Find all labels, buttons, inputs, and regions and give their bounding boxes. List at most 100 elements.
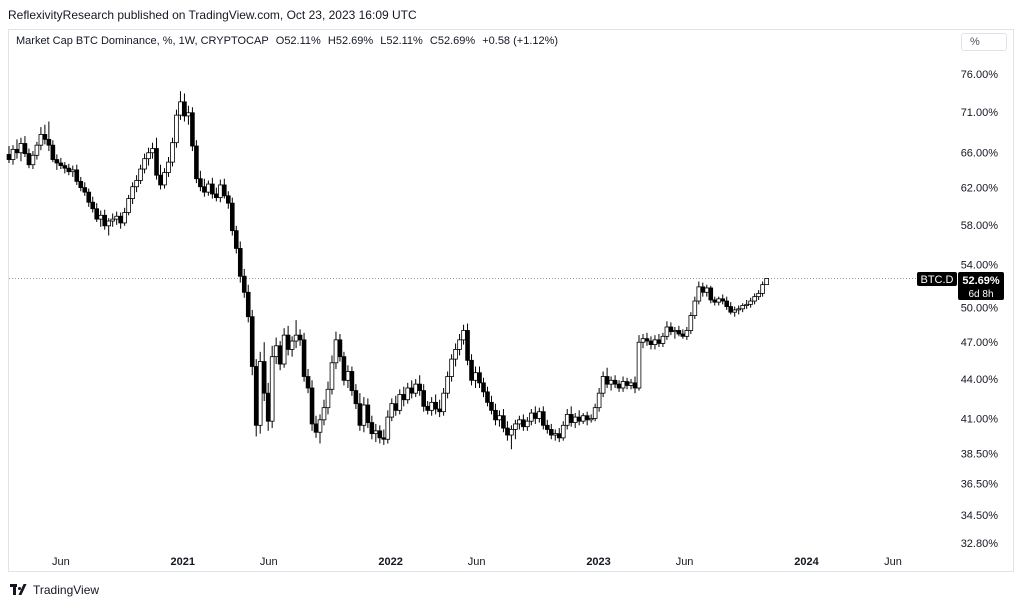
candle-body (94, 208, 100, 220)
candle-body (672, 330, 678, 333)
candle-body (517, 419, 522, 425)
candle-body (222, 184, 227, 197)
candle-body (373, 430, 379, 435)
candle (449, 354, 454, 382)
candle-body (485, 391, 490, 403)
candle (608, 376, 614, 391)
candle-body (42, 134, 48, 140)
candle (289, 336, 295, 357)
candle (190, 107, 195, 152)
candle-body (584, 415, 590, 421)
x-axis[interactable]: Jun 2021 Jun 2022 Jun 2023 Jun 2024 Jun (52, 556, 902, 568)
candle-body (90, 201, 96, 210)
tradingview-mark-icon (10, 584, 28, 596)
candle-body (632, 382, 638, 389)
candle-body (477, 372, 482, 384)
candle (54, 154, 60, 170)
candle-body (684, 330, 690, 337)
candle-body (692, 300, 698, 316)
candle-body (505, 427, 510, 436)
candle (481, 377, 486, 398)
legend-close-value: 52.69% (437, 35, 476, 47)
candle-body (580, 415, 586, 422)
candle-body (289, 340, 295, 350)
candle-body (341, 356, 347, 381)
candle (110, 213, 115, 227)
candle-body (114, 215, 119, 220)
candle-body (293, 334, 299, 342)
x-tick-label: Jun (468, 556, 486, 568)
candle (218, 179, 223, 203)
candle (329, 355, 335, 395)
candle (453, 343, 458, 367)
candle (229, 197, 235, 236)
candle-body (497, 415, 502, 421)
candle-body (18, 143, 24, 154)
candle-body (445, 376, 450, 394)
candle (620, 376, 626, 392)
candle (533, 406, 538, 424)
candle (281, 328, 287, 368)
candle (604, 367, 610, 388)
candle (214, 187, 219, 202)
x-tick-label: Jun (52, 556, 70, 568)
candle (477, 366, 482, 388)
x-tick-label: 2022 (378, 556, 402, 568)
candle-body (122, 212, 127, 224)
candle (237, 241, 243, 283)
candle-body (596, 392, 602, 409)
candle (361, 397, 367, 433)
candle-body (724, 300, 730, 307)
candle (62, 162, 68, 174)
candle-body (313, 423, 319, 433)
candle-body (612, 379, 618, 385)
candle-body (182, 101, 187, 117)
y-axis[interactable]: 76.00% 71.00% 66.00% 62.00% 58.00% 54.00% 50.0… (961, 69, 999, 550)
tradingview-logo[interactable]: TradingView (10, 583, 99, 597)
candle-body (78, 180, 84, 189)
candle (34, 141, 40, 160)
legend-open-value: 52.11% (284, 35, 321, 47)
candle (74, 164, 80, 185)
candle (644, 332, 650, 346)
candle-body (648, 340, 654, 346)
candle-body (465, 330, 470, 361)
candle (357, 393, 363, 431)
x-tick-label: Jun (676, 556, 694, 568)
candle (293, 320, 299, 349)
candle (521, 414, 526, 431)
candle-body (541, 411, 546, 426)
candle-body (210, 183, 215, 195)
candle (78, 176, 84, 192)
candle (174, 109, 179, 148)
candle-body (688, 315, 694, 331)
candle (584, 411, 590, 426)
candle (10, 145, 16, 165)
candle (297, 329, 303, 346)
percent-scale-button[interactable]: % (961, 33, 1007, 51)
candle-body (253, 366, 259, 426)
legend-change: +0.58 (+1.12%) (482, 35, 559, 47)
candle-body (50, 144, 56, 160)
candle (158, 164, 163, 190)
candle (556, 428, 562, 443)
candle (393, 395, 399, 416)
candle (333, 331, 339, 369)
candle (596, 387, 602, 412)
candle (648, 336, 654, 350)
candle (397, 389, 403, 415)
legend-low: L52.11% (380, 35, 423, 47)
candle-body (10, 148, 16, 160)
candle (425, 401, 430, 415)
candle-body (393, 403, 399, 411)
y-tick-label: 38.50% (961, 449, 999, 461)
legend-title: Market Cap BTC Dominance, %, 1W, CRYPTOC… (16, 35, 269, 47)
candle (313, 415, 319, 438)
candle (241, 268, 247, 298)
candle (485, 386, 490, 407)
candle-body (413, 383, 419, 394)
candle (130, 182, 135, 205)
candle (580, 413, 586, 424)
candle-body (732, 309, 737, 313)
